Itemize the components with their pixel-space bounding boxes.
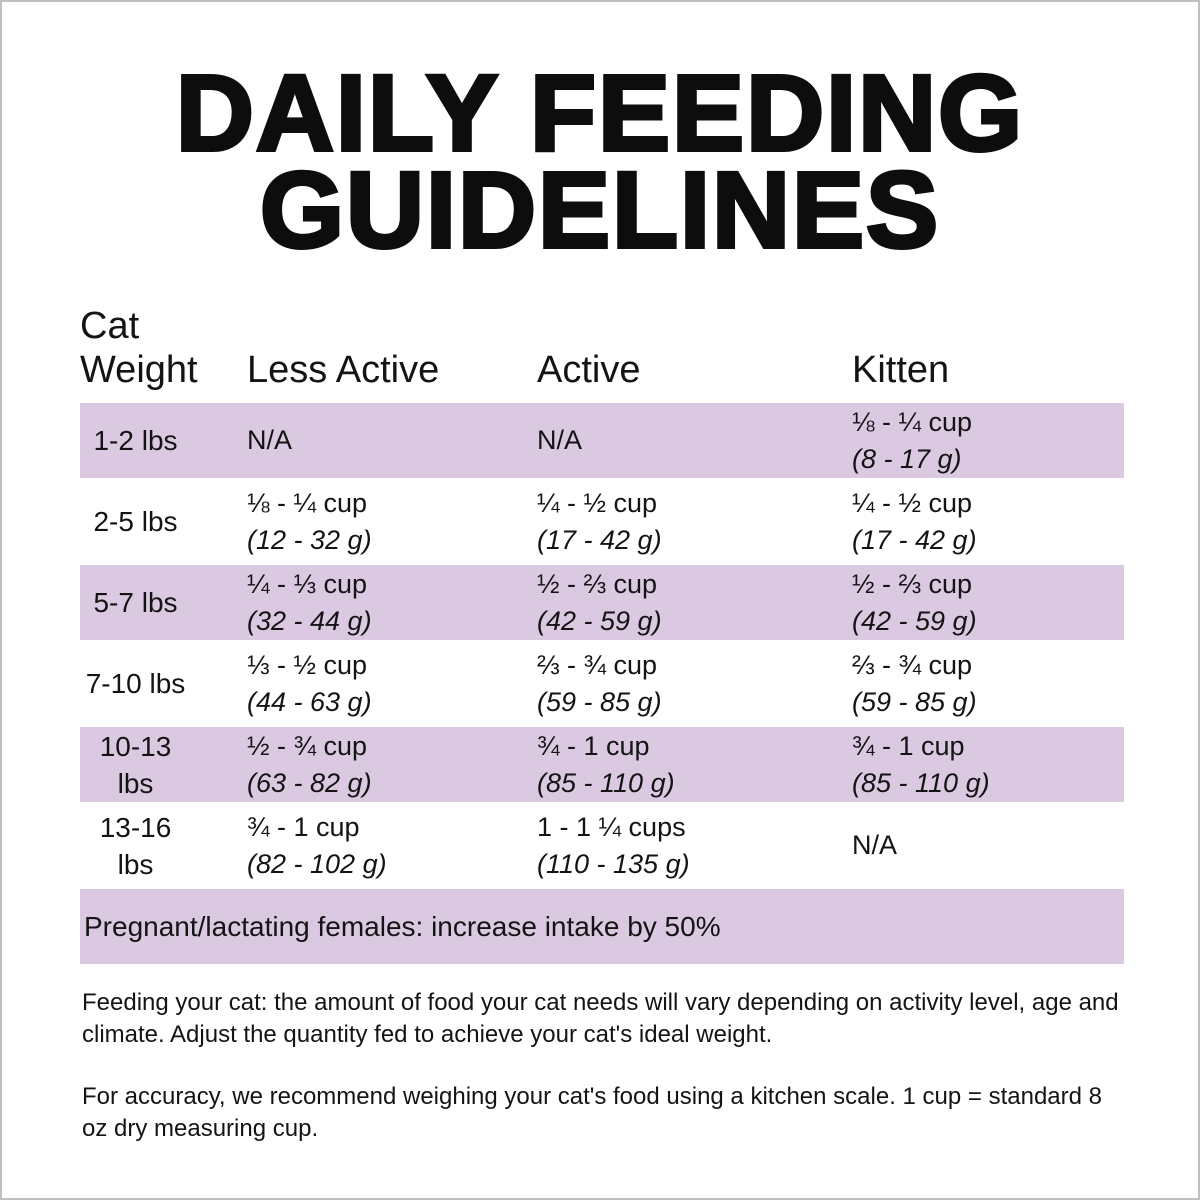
header-less-active: Less Active bbox=[247, 349, 440, 391]
grams-range: (17 - 42 g) bbox=[852, 524, 977, 555]
footnotes: Feeding your cat: the amount of food you… bbox=[82, 987, 1128, 1145]
active-cell: 1 - 1 ¼ cups (110 - 135 g) bbox=[537, 809, 852, 883]
active-cell: N/A bbox=[537, 422, 852, 459]
cat-weight-cell: 13-16 lbs bbox=[99, 811, 172, 880]
table-header-row: Cat Weight Less Active Active Kitten bbox=[80, 302, 1124, 400]
cups-range: ¼ - ½ cup bbox=[537, 487, 658, 518]
cups-range: N/A bbox=[247, 425, 293, 455]
less-active-cell: N/A bbox=[247, 422, 537, 459]
grams-range: (44 - 63 g) bbox=[247, 686, 372, 717]
cat-weight-cell: 10-13 lbs bbox=[99, 730, 172, 799]
cups-range: ¾ - 1 cup bbox=[537, 730, 650, 761]
cups-range: ½ - ⅔ cup bbox=[852, 568, 973, 599]
cups-range: ⅛ - ¼ cup bbox=[852, 406, 973, 437]
page-title-line2: GUIDELINES bbox=[258, 149, 941, 270]
table-row: 10-13 lbs ½ - ¾ cup (63 - 82 g) ¾ - 1 cu… bbox=[80, 724, 1124, 805]
cups-range: ½ - ⅔ cup bbox=[537, 568, 658, 599]
grams-range: (59 - 85 g) bbox=[852, 686, 977, 717]
grams-range: (42 - 59 g) bbox=[537, 605, 662, 636]
grams-range: (110 - 135 g) bbox=[537, 848, 690, 879]
active-cell: ¼ - ½ cup (17 - 42 g) bbox=[537, 485, 852, 559]
table-row: 2-5 lbs ⅛ - ¼ cup (12 - 32 g) ¼ - ½ cup … bbox=[80, 481, 1124, 562]
grams-range: (8 - 17 g) bbox=[852, 443, 962, 474]
pregnant-lactating-note-band: Pregnant/lactating females: increase int… bbox=[80, 886, 1124, 967]
cups-range: N/A bbox=[852, 830, 898, 860]
footnote-feeding: Feeding your cat: the amount of food you… bbox=[82, 989, 1119, 1048]
cups-range: ⅓ - ½ cup bbox=[247, 649, 368, 680]
grams-range: (85 - 110 g) bbox=[537, 767, 675, 798]
cups-range: ¼ - ½ cup bbox=[852, 487, 973, 518]
grams-range: (42 - 59 g) bbox=[852, 605, 977, 636]
kitten-cell: ¼ - ½ cup (17 - 42 g) bbox=[852, 485, 1124, 559]
header-kitten: Kitten bbox=[852, 349, 950, 391]
cups-range: ⅛ - ¼ cup bbox=[247, 487, 368, 518]
pregnant-lactating-note: Pregnant/lactating females: increase int… bbox=[84, 910, 721, 942]
cat-weight-cell: 5-7 lbs bbox=[93, 587, 178, 618]
footnote-accuracy: For accuracy, we recommend weighing your… bbox=[82, 1083, 1102, 1142]
grams-range: (17 - 42 g) bbox=[537, 524, 662, 555]
page-title: DAILY FEEDING GUIDELINES bbox=[2, 52, 1198, 270]
active-cell: ⅔ - ¾ cup (59 - 85 g) bbox=[537, 647, 852, 721]
grams-range: (32 - 44 g) bbox=[247, 605, 372, 636]
cups-range: ¾ - 1 cup bbox=[247, 811, 360, 842]
cups-range: ½ - ¾ cup bbox=[247, 730, 368, 761]
cat-weight-cell: 7-10 lbs bbox=[85, 668, 186, 699]
table-row: 13-16 lbs ¾ - 1 cup (82 - 102 g) 1 - 1 ¼… bbox=[80, 805, 1124, 886]
less-active-cell: ¼ - ⅓ cup (32 - 44 g) bbox=[247, 566, 537, 640]
table-row: 1-2 lbs N/A N/A ⅛ - ¼ cup (8 - 17 g) bbox=[80, 400, 1124, 481]
active-cell: ¾ - 1 cup (85 - 110 g) bbox=[537, 728, 852, 802]
grams-range: (12 - 32 g) bbox=[247, 524, 372, 555]
cups-range: ¾ - 1 cup bbox=[852, 730, 965, 761]
less-active-cell: ⅓ - ½ cup (44 - 63 g) bbox=[247, 647, 537, 721]
feeding-table: Cat Weight Less Active Active Kitten 1-2… bbox=[80, 302, 1124, 967]
header-cat-weight: Cat Weight bbox=[80, 305, 198, 391]
kitten-cell: ⅛ - ¼ cup (8 - 17 g) bbox=[852, 404, 1124, 478]
grams-range: (63 - 82 g) bbox=[247, 767, 372, 798]
table-row: 7-10 lbs ⅓ - ½ cup (44 - 63 g) ⅔ - ¾ cup… bbox=[80, 643, 1124, 724]
grams-range: (85 - 110 g) bbox=[852, 767, 990, 798]
grams-range: (82 - 102 g) bbox=[247, 848, 387, 879]
kitten-cell: ⅔ - ¾ cup (59 - 85 g) bbox=[852, 647, 1124, 721]
header-active: Active bbox=[537, 349, 641, 391]
kitten-cell: ½ - ⅔ cup (42 - 59 g) bbox=[852, 566, 1124, 640]
kitten-cell: ¾ - 1 cup (85 - 110 g) bbox=[852, 728, 1124, 802]
page-title-line1: DAILY FEEDING bbox=[174, 52, 1025, 173]
less-active-cell: ½ - ¾ cup (63 - 82 g) bbox=[247, 728, 537, 802]
cups-range: ⅔ - ¾ cup bbox=[537, 649, 658, 680]
less-active-cell: ⅛ - ¼ cup (12 - 32 g) bbox=[247, 485, 537, 559]
kitten-cell: N/A bbox=[852, 827, 1124, 864]
cups-range: ⅔ - ¾ cup bbox=[852, 649, 973, 680]
cups-range: ¼ - ⅓ cup bbox=[247, 568, 368, 599]
grams-range: (59 - 85 g) bbox=[537, 686, 662, 717]
cat-weight-cell: 2-5 lbs bbox=[93, 506, 178, 537]
less-active-cell: ¾ - 1 cup (82 - 102 g) bbox=[247, 809, 537, 883]
cups-range: N/A bbox=[537, 425, 583, 455]
cat-weight-cell: 1-2 lbs bbox=[93, 425, 178, 456]
cups-range: 1 - 1 ¼ cups bbox=[537, 811, 686, 842]
active-cell: ½ - ⅔ cup (42 - 59 g) bbox=[537, 566, 852, 640]
table-row: 5-7 lbs ¼ - ⅓ cup (32 - 44 g) ½ - ⅔ cup … bbox=[80, 562, 1124, 643]
